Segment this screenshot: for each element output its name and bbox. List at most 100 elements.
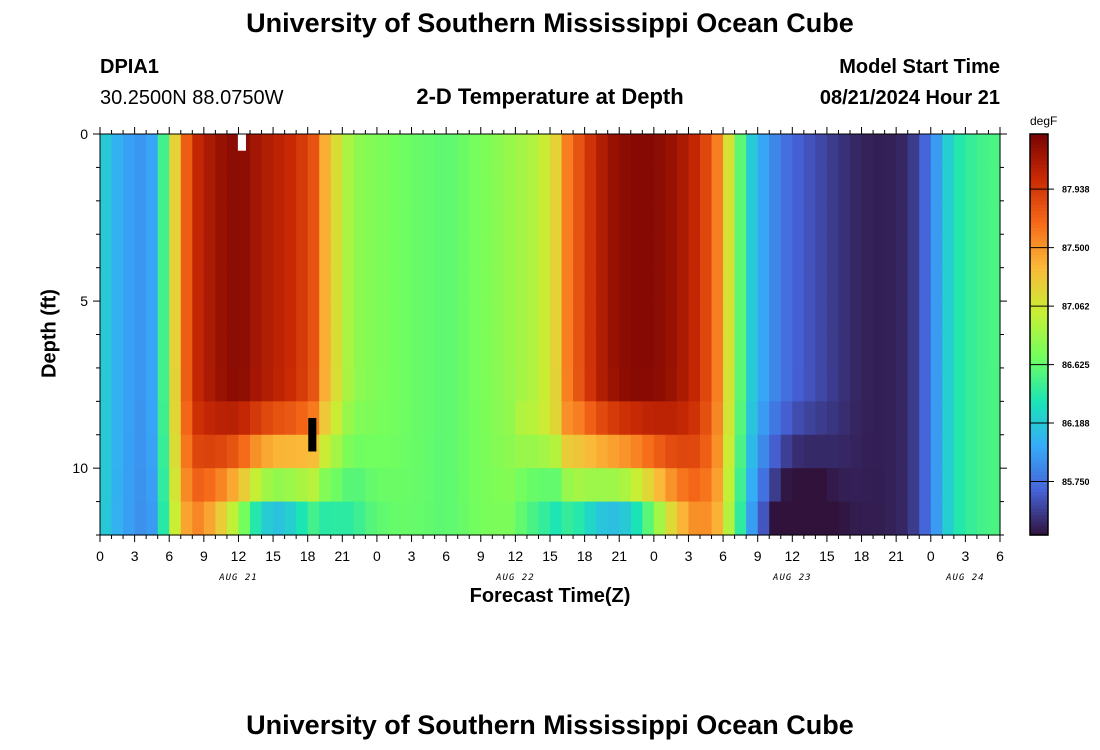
x-tick-label: 3	[961, 548, 969, 564]
heatmap-cell	[480, 234, 493, 269]
x-tick-label: 6	[996, 548, 1004, 564]
heatmap-cell	[607, 367, 620, 402]
x-tick-label: 21	[611, 548, 627, 564]
heatmap-cell	[561, 367, 574, 402]
heatmap-cell	[238, 234, 251, 269]
heatmap-cell	[988, 301, 1001, 336]
colorbar-segment	[1030, 384, 1048, 389]
heatmap-cell	[411, 267, 424, 302]
heatmap-cell	[400, 301, 413, 336]
heatmap-cell	[503, 367, 516, 402]
heatmap-cell	[480, 167, 493, 202]
heatmap-cell	[884, 134, 897, 169]
heatmap-cell	[446, 468, 459, 503]
colorbar-segment	[1030, 204, 1048, 209]
heatmap-cell	[850, 134, 863, 169]
heatmap-cell	[273, 367, 286, 402]
heatmap-cell	[353, 501, 366, 536]
heatmap-cell	[526, 434, 540, 469]
heatmap-cell	[423, 301, 436, 336]
heatmap-cell	[180, 134, 193, 169]
heatmap-cell	[861, 167, 874, 202]
heatmap-cell	[919, 367, 932, 402]
heatmap-cell	[688, 200, 701, 235]
heatmap-cell	[192, 468, 205, 503]
heatmap-cell	[342, 334, 355, 369]
heatmap-cell	[307, 468, 320, 503]
heatmap-cell	[976, 134, 990, 169]
x-tick-label: 21	[335, 548, 351, 564]
colorbar-segment	[1030, 424, 1048, 429]
heatmap-cell	[157, 468, 170, 503]
heatmap-cell	[896, 334, 909, 369]
heatmap-cell	[584, 468, 597, 503]
heatmap-cell	[976, 234, 990, 269]
heatmap-cell	[780, 468, 793, 503]
heatmap-cell	[457, 367, 470, 402]
heatmap-cell	[653, 434, 666, 469]
heatmap-cell	[711, 468, 724, 503]
heatmap-cell	[884, 434, 897, 469]
heatmap-cell	[469, 401, 482, 436]
heatmap-cell	[342, 200, 355, 235]
heatmap-cell	[792, 234, 805, 269]
colorbar-segment	[1030, 364, 1048, 369]
heatmap-cell	[930, 267, 943, 302]
heatmap-cell	[411, 401, 424, 436]
heatmap-cell	[365, 334, 378, 369]
heatmap-cell	[215, 134, 228, 169]
heatmap-cell	[423, 334, 436, 369]
heatmap-cell	[607, 267, 620, 302]
heatmap-cell	[942, 234, 955, 269]
heatmap-cell	[526, 301, 540, 336]
heatmap-cell	[976, 367, 990, 402]
heatmap-cell	[388, 267, 401, 302]
heatmap-cell	[803, 501, 816, 536]
heatmap-cell	[942, 200, 955, 235]
heatmap-cell	[296, 134, 309, 169]
heatmap-cell	[203, 401, 216, 436]
heatmap-cell	[111, 167, 124, 202]
colorbar-segment	[1030, 371, 1048, 376]
heatmap-cell	[434, 401, 447, 436]
heatmap-cell	[838, 301, 851, 336]
colorbar-segment	[1030, 157, 1048, 162]
heatmap-cell	[630, 367, 643, 402]
heatmap-cell	[365, 468, 378, 503]
x-tick-label: 6	[165, 548, 173, 564]
heatmap-cell	[619, 434, 632, 469]
heatmap-cell	[976, 434, 990, 469]
heatmap-cell	[250, 167, 263, 202]
colorbar-segment	[1030, 381, 1048, 386]
heatmap-cell	[134, 234, 147, 269]
heatmap-cell	[261, 401, 274, 436]
heatmap-cell	[746, 334, 759, 369]
heatmap-cell	[134, 134, 147, 169]
heatmap-cell	[815, 434, 828, 469]
heatmap-cell	[826, 301, 840, 336]
heatmap-cell	[180, 501, 193, 536]
heatmap-cell	[469, 134, 482, 169]
heatmap-cell	[919, 468, 932, 503]
x-tick-label: 9	[477, 548, 485, 564]
heatmap-cell	[953, 434, 966, 469]
heatmap-cell	[653, 267, 666, 302]
colorbar-segment	[1030, 230, 1048, 235]
heatmap-cell	[376, 434, 390, 469]
heatmap-cell	[400, 367, 413, 402]
heatmap-cell	[676, 334, 690, 369]
heatmap-cell	[896, 200, 909, 235]
colorbar-segment	[1030, 197, 1048, 202]
heatmap-cell	[411, 434, 424, 469]
heatmap-cell	[203, 167, 216, 202]
heatmap-cell	[411, 200, 424, 235]
heatmap-cell	[919, 234, 932, 269]
heatmap-cell	[250, 267, 263, 302]
heatmap-cell	[953, 367, 966, 402]
heatmap-cell	[965, 367, 978, 402]
colorbar-segment	[1030, 224, 1048, 229]
heatmap-cell	[607, 434, 620, 469]
colorbar-segment	[1030, 277, 1048, 282]
heatmap-cell	[734, 334, 747, 369]
colorbar-segment	[1030, 334, 1048, 339]
